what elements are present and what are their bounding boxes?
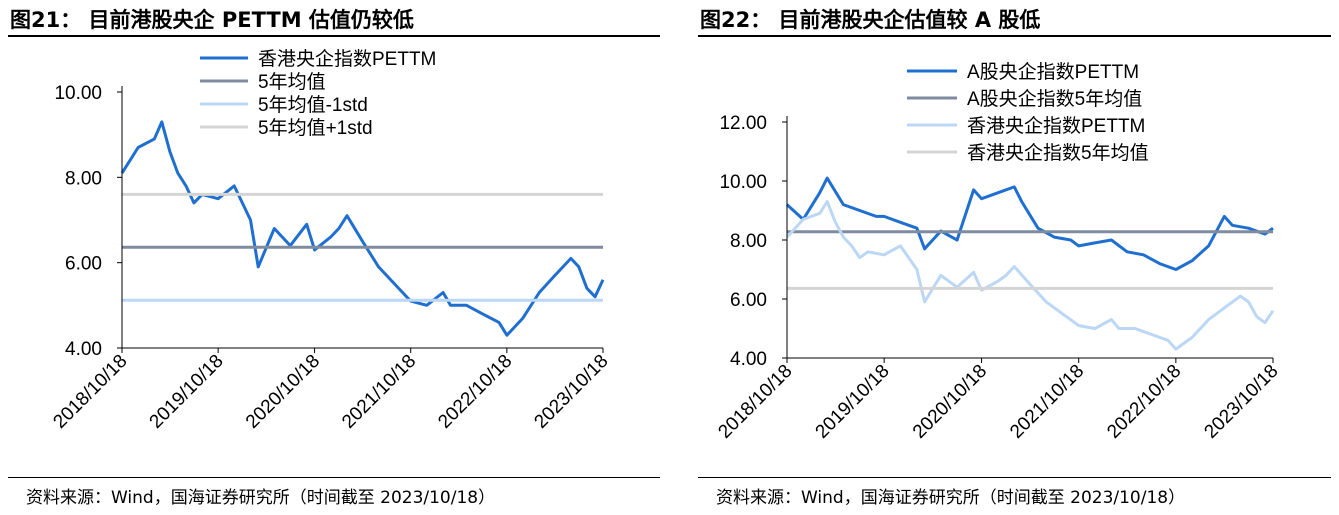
legend-label-3: 5年均值+1std (258, 117, 373, 139)
source-rule-right (698, 477, 1331, 478)
legend-label-2: 香港央企指数PETTM (967, 115, 1145, 137)
legend-label-1: 5年均值 (258, 71, 326, 93)
chart-title-left: 图21： 目前港股央企 PETTM 估值仍较低 (10, 8, 414, 32)
chart-title-right: 图22： 目前港股央企估值较 A 股低 (700, 8, 1041, 32)
chart-panel-right: 图22： 目前港股央企估值较 A 股低 4.00 6.00 8.00 10.00 12.… (690, 0, 1339, 515)
y-tick-label: 6.00 (730, 290, 767, 311)
y-tick-label: 8.00 (730, 231, 767, 252)
source-rule-left (8, 477, 660, 478)
series-line-0 (785, 176, 1274, 271)
x-tick-label: 2021/10/18 (1006, 361, 1088, 443)
x-tick-label: 2019/10/18 (146, 351, 228, 433)
y-tick-label: 6.00 (65, 254, 102, 275)
x-tick-label: 2022/10/18 (1103, 361, 1185, 443)
chart-panel-left: 图21： 目前港股央企 PETTM 估值仍较低 4.00 6.00 8.00 10.0… (0, 0, 668, 515)
title-rule-left (8, 35, 660, 37)
x-tick-label: 2020/10/18 (242, 351, 324, 433)
series-line-0 (120, 120, 605, 337)
x-tick-label: 2021/10/18 (338, 351, 420, 433)
y-tick-label: 4.00 (730, 349, 767, 370)
y-tick-label: 12.00 (719, 113, 767, 134)
y-tick-label: 4.00 (65, 339, 102, 360)
x-tick-label: 2018/10/18 (714, 361, 796, 443)
series-line-2 (785, 200, 1275, 351)
y-tick-label: 10.00 (54, 83, 102, 104)
x-tick-label: 2018/10/18 (49, 351, 131, 433)
legend-label-0: A股央企指数PETTM (967, 61, 1139, 83)
x-tick-label: 2023/10/18 (530, 351, 612, 433)
source-note-left: 资料来源：Wind，国海证券研究所（时间截至 2023/10/18） (26, 488, 496, 508)
legend-label-3: 香港央企指数5年均值 (967, 142, 1149, 164)
source-note-right: 资料来源：Wind，国海证券研究所（时间截至 2023/10/18） (716, 488, 1186, 508)
legend-label-0: 香港央企指数PETTM (258, 48, 436, 70)
x-tick-label: 2022/10/18 (434, 351, 516, 433)
y-tick-label: 10.00 (719, 172, 767, 193)
x-tick-label: 2019/10/18 (812, 361, 894, 443)
legend-label-2: 5年均值-1std (258, 94, 368, 116)
legend-label-1: A股央企指数5年均值 (967, 88, 1142, 110)
x-tick-label: 2020/10/18 (909, 361, 991, 443)
x-tick-label: 2023/10/18 (1200, 361, 1282, 443)
y-tick-label: 8.00 (65, 168, 102, 189)
line-chart-right: 4.00 6.00 8.00 10.00 12.00 2018/10/18 2019/10/… (714, 61, 1282, 443)
title-rule-right (698, 35, 1331, 37)
